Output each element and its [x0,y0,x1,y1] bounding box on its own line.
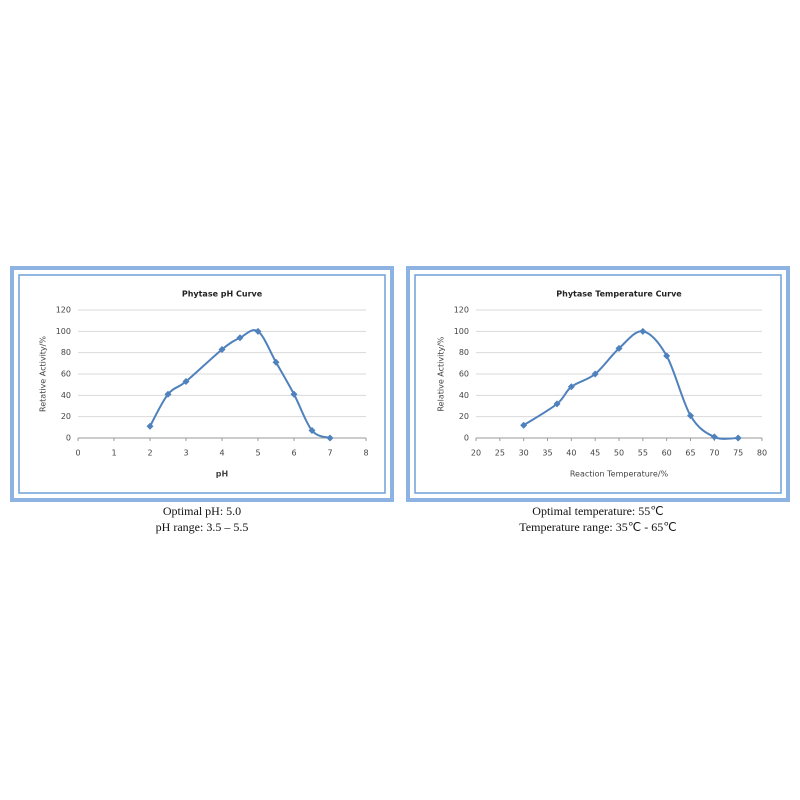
point [663,352,671,360]
caption: Optimal temperature: 55℃ [532,504,663,518]
x-tick-label: 45 [590,449,600,458]
point [734,434,742,442]
point [272,358,280,366]
frame [18,274,386,494]
point [326,434,334,442]
x-tick-label: 55 [638,449,648,458]
chart-title: Phytase pH Curve [182,290,263,299]
series-line [149,329,331,439]
point [710,433,718,441]
x-tick-label: 6 [291,449,296,458]
x-tick-label: 2 [147,449,152,458]
chart-title: Phytase Temperature Curve [556,290,682,299]
caption: Temperature range: 35℃ - 65℃ [519,520,676,534]
x-tick-label: 35 [542,449,552,458]
x-tick-label: 7 [327,449,332,458]
caption: Optimal pH: 5.0 [163,504,241,518]
x-tick-label: 65 [685,449,695,458]
point [591,370,599,378]
x-tick-label: 40 [566,449,576,458]
x-tick-label: 30 [519,449,529,458]
frame [406,266,790,502]
point [236,334,244,342]
frame [414,274,782,494]
point [164,390,172,398]
y-tick-label: 100 [56,327,71,336]
y-tick-label: 40 [459,391,469,400]
x-tick-label: 20 [471,449,481,458]
y-tick-label: 20 [459,412,469,421]
y-tick-label: 80 [459,348,469,357]
point [687,412,694,420]
x-tick-label: 70 [709,449,719,458]
point [520,421,528,429]
point [553,400,561,408]
y-tick-label: 120 [56,306,71,315]
point [182,377,190,385]
point [218,345,226,353]
y-axis-label: Relative Activity/% [437,336,446,411]
point [639,327,647,335]
y-tick-label: 80 [61,348,71,357]
y-tick-label: 0 [66,434,71,443]
x-tick-label: 3 [183,449,188,458]
y-axis-label: Retative Activity/% [39,336,48,412]
x-tick-label: 60 [662,449,672,458]
x-tick-label: 75 [733,449,743,458]
y-tick-label: 60 [459,370,469,379]
x-tick-label: 4 [219,449,224,458]
caption: pH range: 3.5 – 5.5 [156,520,249,534]
frame [10,266,394,502]
point [146,422,154,430]
x-tick-label: 25 [495,449,505,458]
point [290,390,298,398]
x-tick-label: 8 [363,449,368,458]
y-tick-label: 20 [61,412,71,421]
x-tick-label: 5 [255,449,260,458]
point [308,427,316,435]
y-tick-label: 60 [61,370,71,379]
x-tick-label: 1 [111,449,116,458]
y-tick-label: 100 [454,327,469,336]
x-tick-label: 80 [757,449,767,458]
y-tick-label: 40 [61,391,71,400]
x-tick-label: 0 [75,449,80,458]
y-tick-label: 0 [464,434,469,443]
series-line [523,330,739,440]
point [567,383,575,391]
x-axis-label: Reaction Temperature/% [570,470,669,479]
x-axis-label: pH [216,470,228,479]
x-tick-label: 50 [614,449,624,458]
point [615,344,623,352]
point [254,327,262,335]
y-tick-label: 120 [454,306,469,315]
